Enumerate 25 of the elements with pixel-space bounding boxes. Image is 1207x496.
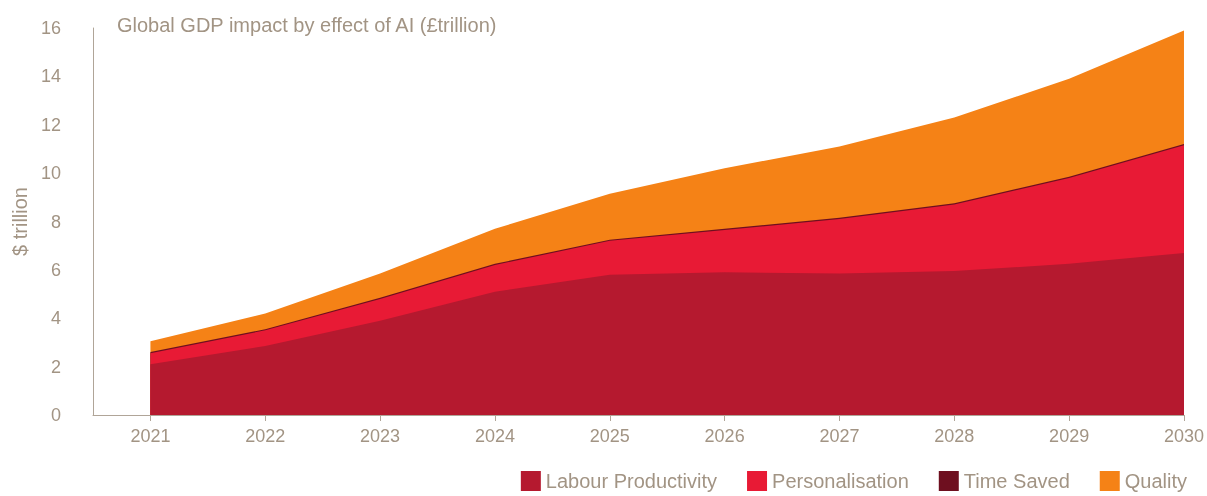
- y-tick-label: 2: [50, 356, 61, 377]
- legend-label: Time Saved: [963, 470, 1070, 492]
- y-tick-label: 14: [40, 66, 61, 87]
- x-tick-label: 2030: [1163, 426, 1204, 446]
- y-tick-label: 0: [50, 405, 61, 425]
- x-tick-label: 2021: [130, 426, 171, 446]
- x-tick-label: 2024: [474, 426, 515, 446]
- x-tick-label: 2023: [360, 426, 401, 446]
- chart-title: Global GDP impact by effect of AI (£trillion): [117, 14, 497, 36]
- x-tick-label: 2026: [704, 426, 745, 446]
- x-tick-label: 2029: [1049, 426, 1090, 446]
- x-tick-label: 2027: [819, 426, 860, 446]
- y-axis-title: $ trillion: [9, 187, 32, 256]
- legend-label: Quality: [1124, 470, 1187, 492]
- x-tick-label: 2025: [589, 426, 630, 446]
- legend-label: Personalisation: [772, 470, 909, 492]
- y-tick-label: 4: [50, 308, 61, 329]
- y-tick-label: 16: [40, 18, 61, 38]
- legend-label: Labour Productivity: [545, 470, 718, 492]
- x-tick-label: 2028: [934, 426, 975, 446]
- y-tick-label: 8: [50, 211, 61, 232]
- y-tick-label: 10: [40, 163, 61, 184]
- x-tick-label: 2022: [245, 426, 286, 446]
- y-tick-label: 6: [50, 259, 61, 280]
- y-tick-label: 12: [40, 114, 61, 135]
